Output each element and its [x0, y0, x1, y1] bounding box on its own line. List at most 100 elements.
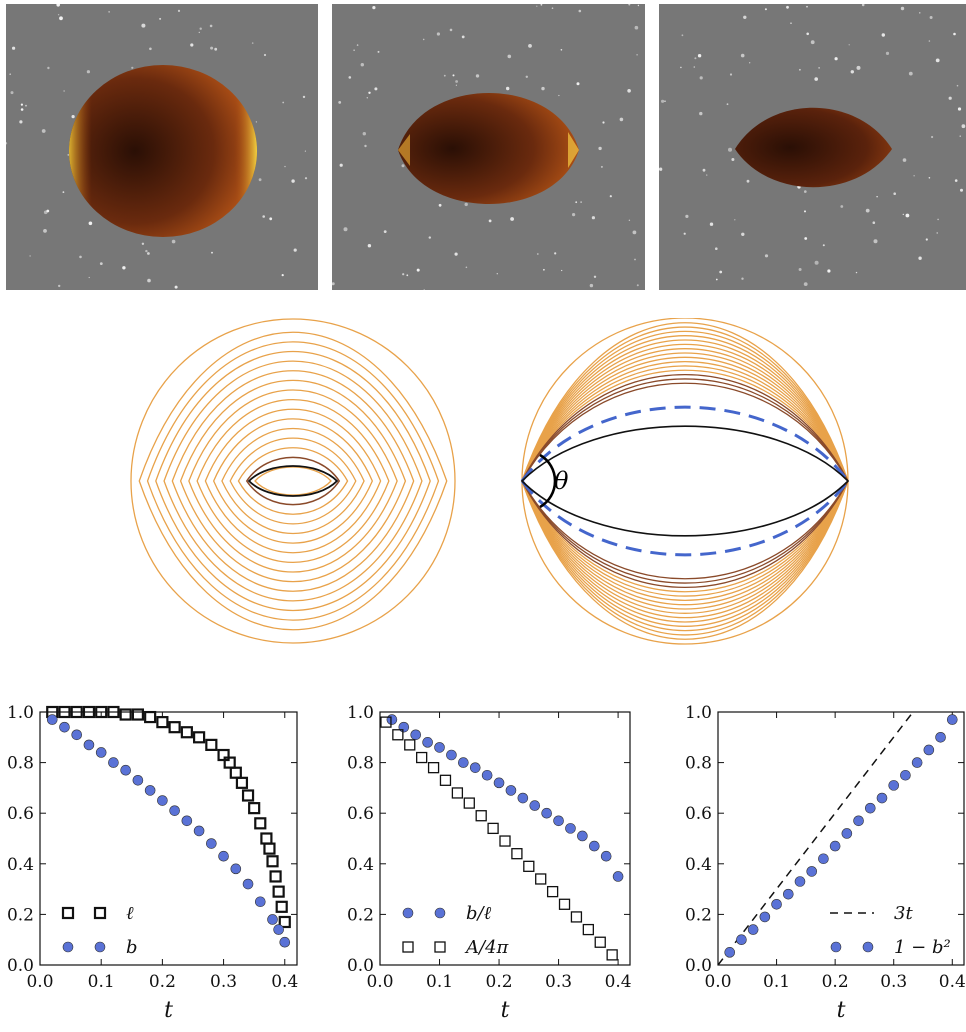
star-speck [19, 120, 23, 124]
data-point [218, 850, 229, 862]
star-speck [634, 258, 636, 261]
contour-line [521, 330, 849, 632]
star-speck [935, 58, 940, 63]
contour-innermost [247, 465, 339, 497]
star-speck [856, 65, 861, 70]
star-speck [928, 40, 931, 42]
data-point [911, 757, 923, 768]
star-speck [255, 121, 258, 123]
star-speck [729, 73, 733, 76]
star-speck [861, 4, 865, 7]
x-tick-label: 0.4 [939, 972, 966, 992]
star-speck [343, 227, 348, 232]
star-speck [931, 135, 934, 139]
star-speck [147, 278, 151, 283]
star-speck [664, 100, 666, 102]
star-speck [925, 238, 928, 241]
star-speck [63, 90, 65, 92]
star-speck [258, 178, 262, 182]
data-point [94, 941, 106, 953]
plot-frame [379, 711, 631, 966]
data-point [570, 911, 583, 923]
plot-area [46, 705, 291, 948]
chart-right: 0.0 0.1 0.2 0.3 0.4 0.0 0.2 0.4 0.6 0.8 1.0 t 3t 1 − … [685, 703, 966, 1023]
star-speck [488, 219, 492, 223]
star-speck [353, 49, 355, 51]
star-speck [29, 255, 31, 257]
contour-line [171, 370, 415, 592]
data-point [475, 810, 487, 822]
data-point [193, 825, 205, 837]
data-point [830, 941, 842, 953]
plot-frame [717, 711, 965, 966]
star-speck [269, 217, 273, 221]
data-point [61, 906, 75, 920]
contour-line [521, 369, 849, 593]
data-point [481, 769, 493, 781]
data-point [398, 721, 410, 733]
star-speck [959, 135, 961, 137]
star-speck [560, 49, 563, 51]
x-tick-label: 0.4 [271, 972, 298, 992]
data-point [946, 714, 958, 725]
star-speck [706, 174, 708, 176]
star-speck [919, 12, 921, 14]
star-speck [401, 164, 405, 168]
x-axis-label: t [501, 998, 510, 1023]
star-speck [46, 209, 50, 213]
star-speck [25, 104, 27, 107]
star-speck [661, 99, 665, 103]
legend-label: 1 − b² [894, 937, 951, 958]
star-speck [741, 232, 745, 236]
star-speck [374, 87, 378, 91]
star-speck [731, 158, 735, 161]
contour-innermost [520, 425, 850, 537]
star-speck [961, 124, 966, 129]
star-speck [900, 6, 905, 11]
x-tick-label: 0.0 [366, 972, 393, 992]
star-speck [6, 142, 8, 145]
star-speck [293, 248, 297, 252]
x-tick-label: 0.3 [880, 972, 907, 992]
data-point [410, 729, 422, 741]
star-speck [928, 177, 931, 179]
photo-panel-3 [659, 4, 966, 290]
star-speck [338, 101, 342, 104]
x-tick-label: 0.4 [605, 972, 632, 992]
star-speck [214, 47, 218, 51]
star-speck [960, 188, 963, 192]
star-speck [360, 63, 364, 67]
y-tick-label: 0.2 [347, 905, 374, 925]
star-speck [56, 4, 60, 7]
data-point [747, 924, 759, 935]
star-speck [332, 282, 335, 286]
data-point [223, 756, 236, 769]
star-speck [948, 96, 952, 100]
star-speck [937, 218, 939, 221]
star-speck [377, 50, 380, 53]
photo-1-image [6, 4, 308, 289]
data-point [254, 896, 266, 908]
data-point [95, 705, 108, 719]
star-speck [804, 237, 808, 240]
data-point [724, 947, 736, 958]
x-tick-label: 0.2 [486, 972, 513, 992]
data-point [82, 705, 96, 719]
plot-area [717, 711, 958, 966]
star-speck [461, 35, 465, 39]
star-speck [436, 32, 440, 36]
star-speck [905, 213, 910, 218]
y-tick-label: 0.4 [347, 855, 374, 875]
star-speck [57, 14, 60, 16]
contour-dashed [520, 405, 850, 557]
y-tick-label: 0.8 [7, 754, 34, 774]
data-point [434, 907, 446, 919]
y-tick-label: 0.2 [7, 905, 34, 925]
star-speck [885, 51, 890, 56]
data-point [499, 835, 511, 847]
data-point [278, 915, 291, 929]
y-tick-label: 0.8 [685, 754, 712, 774]
star-speck [149, 47, 152, 51]
star-speck [454, 252, 458, 256]
star-speck [822, 244, 825, 247]
